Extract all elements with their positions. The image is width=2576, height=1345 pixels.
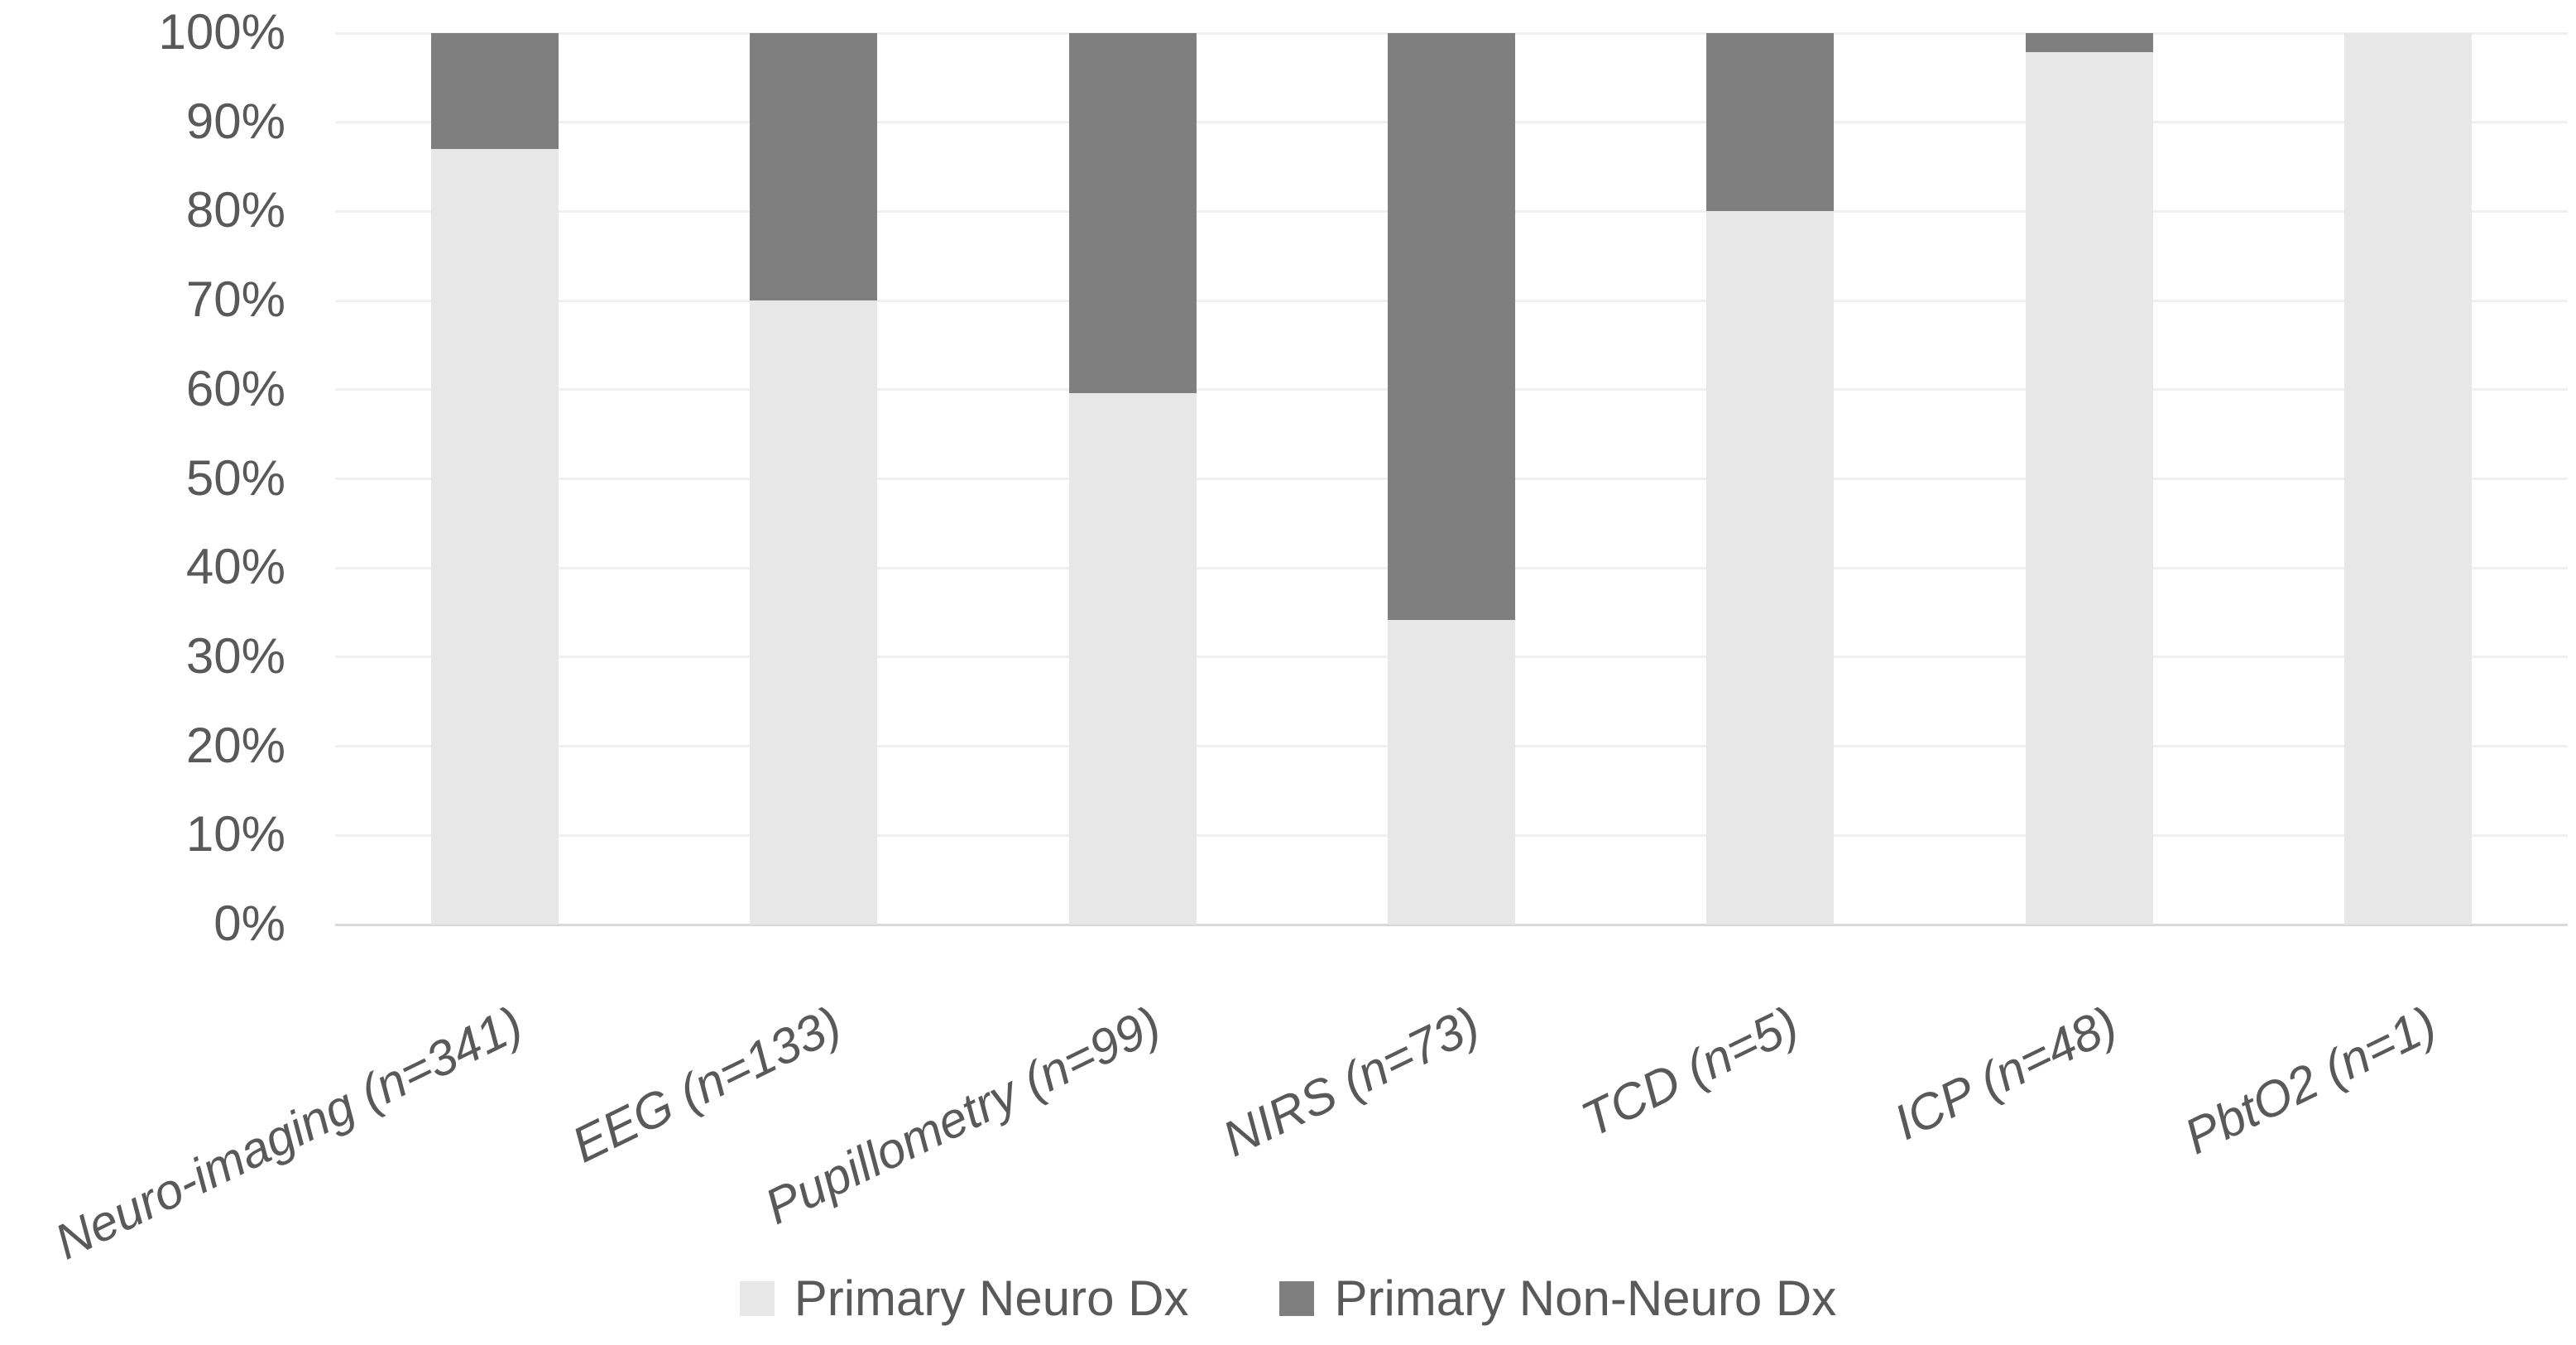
bar-segment-primary-neuro-dx	[430, 149, 559, 925]
y-axis-tick-label: 80%	[185, 182, 285, 238]
legend-item-primary-neuro-dx: Primary Neuro Dx	[739, 1270, 1189, 1327]
y-axis-tick-label: 60%	[185, 360, 285, 416]
bar-segment-primary-non-neuro-dx	[1388, 33, 1515, 620]
bar-segment-primary-non-neuro-dx	[1068, 33, 1197, 394]
y-axis-tick-label: 90%	[185, 93, 285, 149]
y-axis-tick-label: 0%	[213, 896, 285, 952]
bar-segment-primary-neuro-dx	[2025, 51, 2153, 925]
x-axis-category-label: Neuro-imaging (n=341)	[46, 995, 531, 1271]
y-axis-tick-label: 40%	[185, 539, 285, 595]
legend-label-primary-non-neuro-dx: Primary Non-Neuro Dx	[1334, 1271, 1837, 1326]
bar-segment-primary-neuro-dx	[750, 300, 878, 925]
y-axis-tick-label: 70%	[185, 271, 285, 328]
bar-segment-primary-non-neuro-dx	[1706, 33, 1835, 212]
x-axis-category-label: EEG (n=133)	[564, 995, 850, 1174]
x-axis-category-label: ICP (n=48)	[1886, 995, 2126, 1151]
x-axis-category-label: PbtO2 (n=1)	[2175, 995, 2445, 1165]
legend-item-primary-non-neuro-dx: Primary Non-Neuro Dx	[1279, 1270, 1836, 1327]
legend-label-primary-neuro-dx: Primary Neuro Dx	[794, 1271, 1189, 1326]
legend: Primary Neuro Dx Primary Non-Neuro Dx	[0, 1270, 2576, 1327]
y-axis-tick-label: 30%	[185, 628, 285, 685]
x-axis-line	[335, 923, 2568, 926]
y-axis-tick-label: 10%	[185, 806, 285, 862]
bar-segment-primary-neuro-dx	[1068, 393, 1197, 925]
bar-segment-primary-neuro-dx	[1388, 619, 1515, 925]
bar-segment-primary-non-neuro-dx	[2025, 33, 2153, 52]
y-axis-tick-label: 20%	[185, 717, 285, 773]
bar-segment-primary-neuro-dx	[2344, 33, 2473, 925]
y-axis-tick-label: 100%	[158, 4, 285, 60]
x-axis-category-label: TCD (n=5)	[1572, 995, 1807, 1148]
bar-segment-primary-non-neuro-dx	[430, 33, 559, 149]
x-axis-category-label: NIRS (n=73)	[1214, 995, 1488, 1168]
legend-swatch-primary-neuro-dx	[739, 1280, 775, 1316]
y-axis-tick-label: 50%	[185, 449, 285, 506]
bar-segment-primary-non-neuro-dx	[750, 33, 878, 301]
legend-swatch-primary-non-neuro-dx	[1279, 1280, 1315, 1316]
bar-segment-primary-neuro-dx	[1706, 211, 1835, 925]
